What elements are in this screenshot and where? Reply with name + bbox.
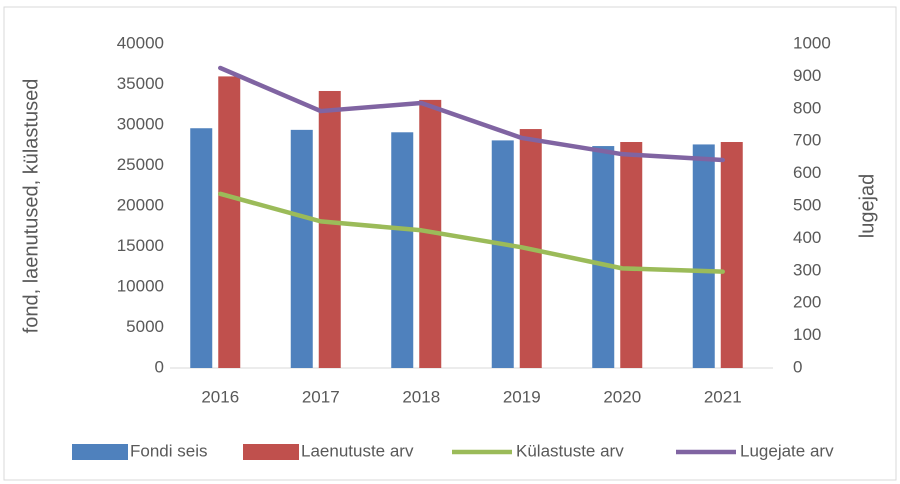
legend-swatch — [243, 444, 299, 460]
bar — [190, 128, 213, 368]
y-tick-label: 0 — [155, 357, 164, 376]
y2-tick-label: 1000 — [793, 33, 831, 52]
legend-label: Laenutuste arv — [301, 441, 414, 460]
y2-tick-label: 900 — [793, 66, 821, 85]
y2-tick-label: 100 — [793, 325, 821, 344]
x-tick-label: 2018 — [402, 387, 440, 406]
y-tick-label: 10000 — [117, 276, 164, 295]
y2-tick-label: 0 — [793, 357, 802, 376]
y-tick-label: 35000 — [117, 74, 164, 93]
bar — [692, 144, 715, 368]
y2-tick-label: 600 — [793, 163, 821, 182]
y-axis-title: fond, laenutused, külastused — [20, 79, 42, 334]
legend-label: Külastuste arv — [516, 441, 624, 460]
y-tick-label: 30000 — [117, 114, 164, 133]
legend-label: Fondi seis — [130, 441, 207, 460]
y2-tick-label: 700 — [793, 131, 821, 150]
y2-axis-title: lugejad — [856, 174, 878, 239]
bar — [218, 76, 241, 369]
bar — [592, 146, 615, 368]
bar — [620, 142, 643, 368]
legend-label: Lugejate arv — [740, 441, 834, 460]
y2-tick-label: 200 — [793, 293, 821, 312]
chart-border — [3, 6, 897, 481]
bar — [720, 142, 743, 368]
x-tick-label: 2016 — [201, 387, 239, 406]
legend-swatch — [72, 444, 128, 460]
y-tick-label: 25000 — [117, 155, 164, 174]
y-tick-label: 5000 — [126, 317, 164, 336]
line — [218, 191, 725, 274]
y2-tick-label: 300 — [793, 260, 821, 279]
bar — [491, 140, 514, 368]
y-tick-label: 40000 — [117, 33, 164, 52]
bar — [290, 129, 313, 368]
y-tick-label: 15000 — [117, 236, 164, 255]
line — [218, 65, 725, 163]
y2-tick-label: 400 — [793, 228, 821, 247]
y2-tick-label: 500 — [793, 195, 821, 214]
y-tick-label: 20000 — [117, 195, 164, 214]
bar — [391, 132, 414, 368]
x-tick-label: 2017 — [302, 387, 340, 406]
x-tick-label: 2019 — [503, 387, 541, 406]
x-tick-label: 2020 — [603, 387, 641, 406]
x-tick-label: 2021 — [704, 387, 742, 406]
bar — [318, 90, 341, 368]
y2-tick-label: 800 — [793, 98, 821, 117]
